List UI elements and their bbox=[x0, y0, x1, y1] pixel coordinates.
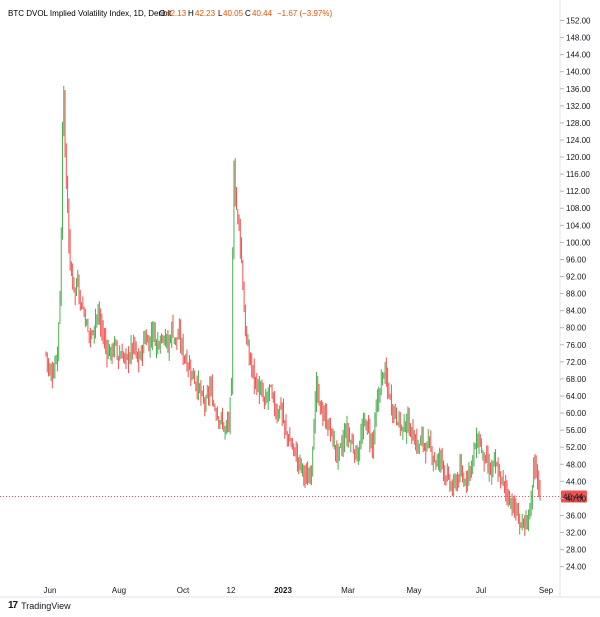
ohlc-high-label: H bbox=[188, 9, 194, 18]
x-tick-label: 2023 bbox=[274, 586, 292, 595]
y-tick-label: 132.00 bbox=[566, 102, 591, 111]
y-tick-label: 72.00 bbox=[566, 358, 587, 367]
chart-title: BTC DVOL Implied Volatility Index, 1D, D… bbox=[8, 9, 172, 18]
y-tick-label: 148.00 bbox=[566, 34, 591, 43]
y-tick-label: 36.00 bbox=[566, 511, 587, 520]
y-tick-label: 120.00 bbox=[566, 153, 591, 162]
tradingview-branding[interactable]: 17 TradingView bbox=[8, 600, 71, 611]
x-tick-label: Jun bbox=[44, 586, 57, 595]
y-tick-label: 140.00 bbox=[566, 68, 591, 77]
ohlc-low-label: L bbox=[218, 9, 223, 18]
y-tick-label: 40.00 bbox=[566, 494, 587, 503]
ohlc-readout: O 42.13 H 42.23 L 40.05 C 40.44 −1.67 (−… bbox=[159, 9, 332, 18]
y-tick-label: 56.00 bbox=[566, 426, 587, 435]
y-tick-label: 116.00 bbox=[566, 170, 590, 179]
time-axis[interactable]: Jun Aug Oct 12 2023 Mar May Jul Sep bbox=[44, 586, 554, 595]
x-tick-label: Aug bbox=[112, 586, 126, 595]
y-tick-label: 44.00 bbox=[566, 477, 587, 486]
x-tick-label: 12 bbox=[227, 586, 236, 595]
ohlc-change-value: −1.67 (−3.97%) bbox=[277, 9, 332, 18]
y-tick-label: 136.00 bbox=[566, 85, 591, 94]
candles bbox=[45, 85, 541, 536]
y-tick-label: 112.00 bbox=[566, 187, 590, 196]
y-tick-label: 28.00 bbox=[566, 546, 587, 555]
y-tick-label: 124.00 bbox=[566, 136, 591, 145]
y-tick-label: 88.00 bbox=[566, 290, 587, 299]
y-tick-label: 104.00 bbox=[566, 221, 591, 230]
ohlc-close-label: C bbox=[245, 9, 251, 18]
y-tick-label: 144.00 bbox=[566, 51, 591, 60]
tradingview-logo-icon: 17 bbox=[8, 600, 18, 611]
y-tick-label: 24.00 bbox=[566, 563, 587, 572]
y-tick-label: 68.00 bbox=[566, 375, 587, 384]
x-tick-label: Mar bbox=[341, 586, 355, 595]
y-tick-label: 152.00 bbox=[566, 17, 591, 26]
y-tick-label: 64.00 bbox=[566, 392, 587, 401]
y-tick-label: 60.00 bbox=[566, 409, 587, 418]
ohlc-low-value: 40.05 bbox=[223, 9, 244, 18]
tradingview-name: TradingView bbox=[21, 600, 71, 611]
ohlc-close-value: 40.44 bbox=[252, 9, 273, 18]
y-tick-label: 108.00 bbox=[566, 204, 591, 213]
y-tick-label: 100.00 bbox=[566, 238, 591, 247]
y-tick-label: 32.00 bbox=[566, 529, 587, 538]
y-tick-label: 80.00 bbox=[566, 324, 587, 333]
y-tick-label: 92.00 bbox=[566, 273, 587, 282]
last-price-line: 40.44 bbox=[0, 490, 587, 503]
x-tick-label: Jul bbox=[476, 586, 486, 595]
x-tick-label: Sep bbox=[539, 586, 554, 595]
y-tick-label: 48.00 bbox=[566, 460, 587, 469]
ohlc-open-value: 42.13 bbox=[166, 9, 187, 18]
y-tick-label: 52.00 bbox=[566, 443, 587, 452]
price-axis[interactable]: 152.00 148.00 144.00 140.00 136.00 132.00 128.… bbox=[560, 17, 591, 572]
last-price-badge bbox=[561, 490, 587, 503]
y-tick-label: 76.00 bbox=[566, 341, 587, 350]
y-tick-label: 84.00 bbox=[566, 307, 587, 316]
ohlc-high-value: 42.23 bbox=[195, 9, 216, 18]
ohlc-open-label: O bbox=[159, 9, 165, 18]
x-tick-label: May bbox=[406, 586, 421, 595]
x-tick-label: Oct bbox=[177, 586, 190, 595]
y-tick-label: 96.00 bbox=[566, 255, 587, 264]
last-price-label: 40.44 bbox=[563, 493, 584, 502]
y-tick-label: 128.00 bbox=[566, 119, 591, 128]
